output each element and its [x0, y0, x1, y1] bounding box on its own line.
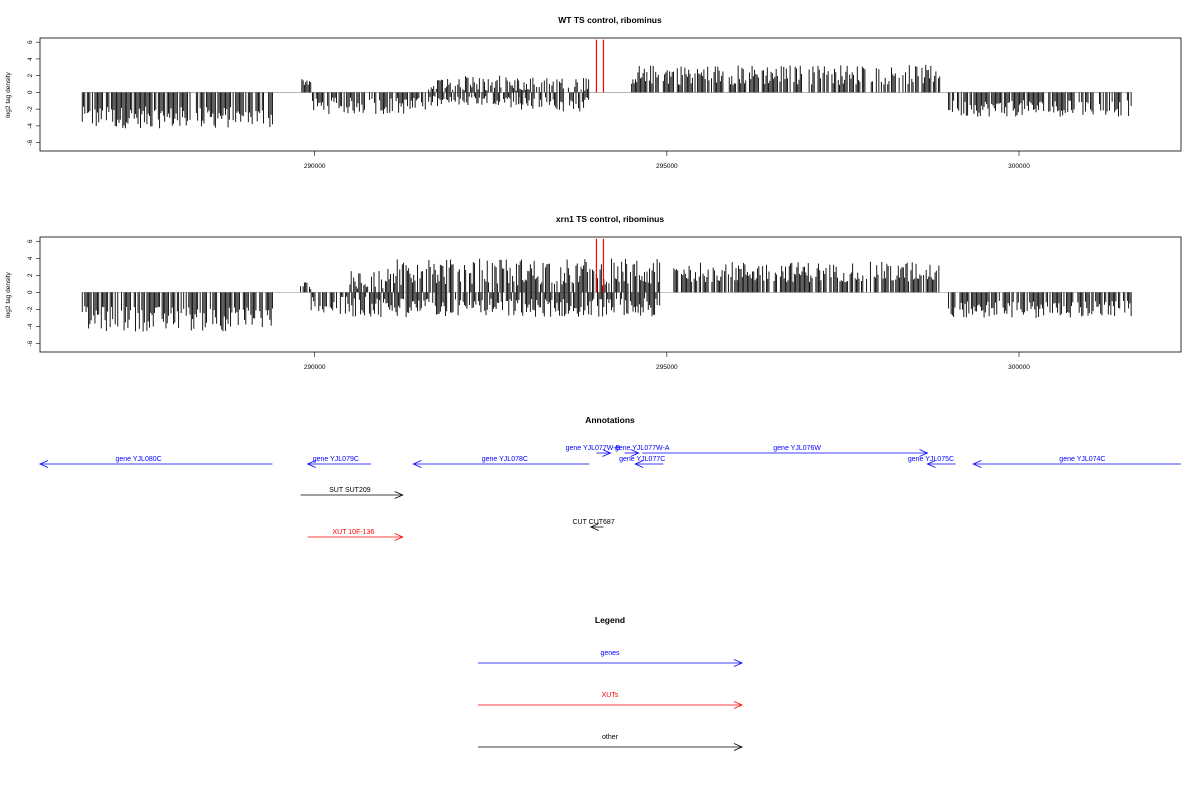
feature-arrowhead: [306, 460, 316, 468]
feature-arrowhead: [412, 460, 422, 468]
feature-label: gene YJL077C: [619, 456, 665, 463]
annotations-track: Annotations gene YJL080C gene YJL079C gene…: [39, 415, 1181, 541]
panel-title: WT TS control, ribominus: [558, 15, 662, 25]
y-axis: -6 -4 -2 0 2 4 6: [27, 239, 40, 346]
y-axis-label: log2 tag density: [5, 271, 12, 317]
y-tick-label: -6: [27, 340, 34, 346]
highlight-markers: [595, 39, 605, 93]
feature-label: gene YJL077W-A: [615, 445, 670, 452]
y-axis: -6 -4 -2 0 2 4 6: [27, 40, 40, 146]
legend-items: genes XUTs other: [478, 650, 743, 751]
highlight-markers: [595, 238, 605, 293]
annotation-feature: gene YJL080C: [39, 456, 273, 468]
y-axis-label: log2 tag density: [5, 71, 12, 117]
panel-title: xrn1 TS control, ribominus: [556, 214, 664, 224]
x-tick-label: 295000: [656, 163, 678, 170]
feature-label: SUT SUT209: [329, 487, 371, 494]
feature-label: CUT CUT687: [572, 519, 614, 526]
annotations-title: Annotations: [585, 415, 635, 425]
feature-label: gene YJL079C: [313, 456, 359, 463]
legend-item: other: [478, 734, 743, 751]
legend-item: genes: [478, 650, 743, 667]
feature-arrowhead: [589, 523, 599, 531]
legend-item-label: genes: [600, 650, 620, 657]
y-tick-label: -4: [27, 323, 34, 329]
x-axis: 290000 295000 300000: [304, 352, 1030, 371]
legend-title: Legend: [595, 615, 625, 625]
feature-label: gene YJL076W: [773, 445, 821, 452]
xrn1-density-panel: xrn1 TS control, ribominus log2 tag dens…: [5, 214, 1182, 371]
legend-arrowhead: [733, 659, 743, 667]
y-tick-label: 6: [27, 40, 34, 44]
annotation-feature: gene YJL074C: [972, 456, 1181, 468]
feature-arrowhead: [602, 449, 612, 457]
x-tick-label: 300000: [1008, 364, 1030, 371]
x-tick-label: 300000: [1008, 163, 1030, 170]
annotation-feature: gene YJL076W: [642, 445, 929, 457]
x-tick-label: 290000: [304, 163, 326, 170]
y-tick-label: 6: [27, 239, 34, 243]
feature-arrowhead: [634, 460, 644, 468]
y-tick-label: 0: [27, 90, 34, 94]
annotation-feature: gene YJL075C: [908, 456, 956, 468]
feature-label: gene YJL075C: [908, 456, 954, 463]
annotation-feature: gene YJL078C: [412, 456, 590, 468]
feature-label: XUT 10F-136: [332, 529, 374, 536]
legend: Legend genes XUTs other: [478, 615, 743, 751]
feature-arrowhead: [630, 449, 640, 457]
wt-density-panel: WT TS control, ribominus log2 tag densit…: [5, 15, 1182, 170]
plot-frame: [39, 236, 1182, 353]
x-tick-label: 290000: [304, 364, 326, 371]
feature-label: gene YJL080C: [116, 456, 162, 463]
legend-item-label: other: [602, 734, 619, 741]
density-bars: [81, 64, 1132, 129]
y-tick-label: 2: [27, 273, 34, 277]
y-tick-label: -2: [27, 306, 34, 312]
feature-arrowhead: [394, 491, 404, 499]
y-tick-label: -4: [27, 123, 34, 129]
annotation-feature: XUT 10F-136: [307, 529, 404, 541]
annotation-features: gene YJL080C gene YJL079C gene YJL078C gene…: [39, 445, 1181, 541]
feature-label: gene YJL074C: [1059, 456, 1105, 463]
y-tick-label: 4: [27, 256, 34, 260]
feature-label: gene YJL077W-B: [566, 445, 621, 452]
feature-arrowhead: [39, 460, 49, 468]
y-tick-label: -2: [27, 106, 34, 112]
annotation-feature: CUT CUT687: [572, 519, 615, 531]
annotation-feature: SUT SUT209: [300, 487, 404, 499]
feature-arrowhead: [926, 460, 936, 468]
legend-arrowhead: [733, 701, 743, 709]
feature-arrowhead: [972, 460, 982, 468]
feature-label: gene YJL078C: [482, 456, 528, 463]
y-tick-label: 4: [27, 57, 34, 61]
y-tick-label: 0: [27, 290, 34, 294]
x-axis: 290000 295000 300000: [304, 151, 1030, 170]
legend-item-label: XUTs: [602, 692, 619, 699]
x-tick-label: 295000: [656, 364, 678, 371]
y-tick-label: 2: [27, 73, 34, 77]
plot-frame: [39, 37, 1182, 152]
legend-arrowhead: [733, 743, 743, 751]
y-tick-label: -6: [27, 139, 34, 145]
feature-arrowhead: [394, 533, 404, 541]
annotation-feature: gene YJL077W-A: [615, 445, 670, 457]
annotation-feature: gene YJL077C: [619, 456, 665, 468]
legend-item: XUTs: [478, 692, 743, 709]
annotation-feature: gene YJL077W-B: [566, 445, 621, 457]
density-bars: [81, 258, 1132, 332]
feature-arrowhead: [919, 449, 929, 457]
annotation-feature: gene YJL079C: [306, 456, 372, 468]
